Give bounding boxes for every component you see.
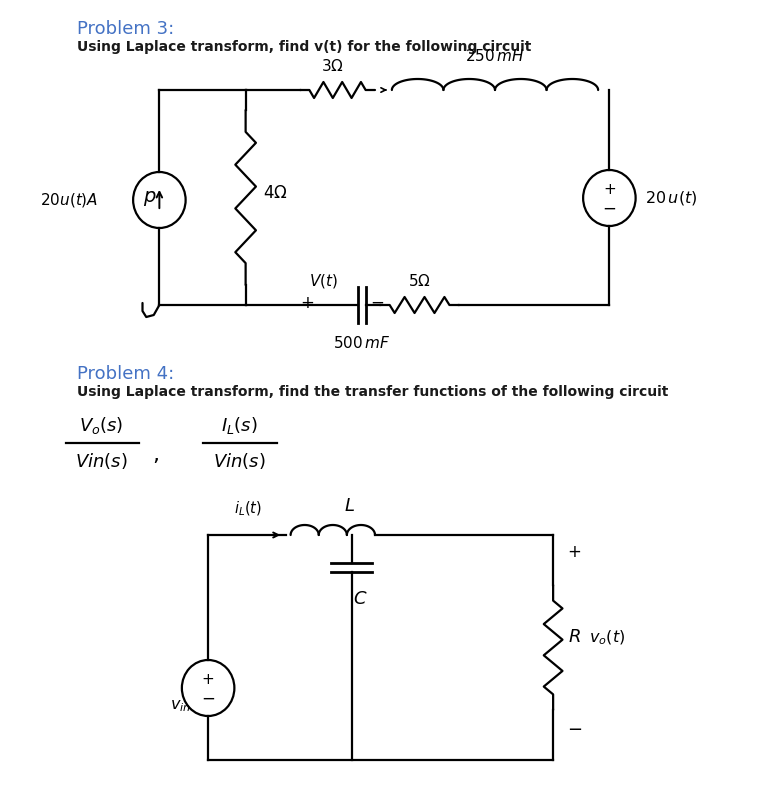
Text: −: − [567, 721, 583, 739]
Text: +: + [603, 182, 615, 196]
Text: $3\Omega$: $3\Omega$ [321, 58, 344, 74]
Text: Problem 4:: Problem 4: [77, 365, 174, 383]
Text: $V_o(s)$: $V_o(s)$ [79, 415, 124, 436]
Text: $V(t)$: $V(t)$ [309, 272, 338, 290]
Text: $Vin(s)$: $Vin(s)$ [75, 451, 127, 471]
Text: $\mathit{p}$: $\mathit{p}$ [143, 188, 156, 207]
Text: Using Laplace transform, find v(t) for the following circuit: Using Laplace transform, find v(t) for t… [77, 40, 531, 54]
Text: −: − [201, 690, 215, 708]
Text: Using Laplace transform, find the transfer functions of the following circuit: Using Laplace transform, find the transf… [77, 385, 669, 399]
Text: $250\,mH$: $250\,mH$ [465, 48, 525, 64]
Text: $i_L(t)$: $i_L(t)$ [235, 499, 263, 518]
Text: $I_L(s)$: $I_L(s)$ [221, 415, 257, 436]
Text: C: C [353, 590, 365, 608]
Text: R: R [569, 629, 580, 646]
Text: −: − [370, 294, 384, 312]
Text: $5\Omega$: $5\Omega$ [408, 273, 431, 289]
Text: L: L [345, 497, 355, 515]
Text: $20\,u(t)$: $20\,u(t)$ [645, 189, 698, 207]
Text: ,: , [152, 445, 159, 465]
Text: +: + [300, 294, 314, 312]
Text: $20u(t)A$: $20u(t)A$ [40, 191, 99, 209]
Text: $v_o(t)$: $v_o(t)$ [589, 628, 625, 646]
Text: +: + [202, 672, 214, 687]
Text: $500\,mF$: $500\,mF$ [333, 335, 390, 351]
Text: −: − [602, 200, 616, 218]
Text: Problem 3:: Problem 3: [77, 20, 174, 38]
Text: +: + [567, 543, 581, 561]
Text: $v_{in}$: $v_{in}$ [170, 698, 192, 714]
Text: $Vin(s)$: $Vin(s)$ [213, 451, 265, 471]
Text: $4\Omega$: $4\Omega$ [263, 183, 287, 202]
